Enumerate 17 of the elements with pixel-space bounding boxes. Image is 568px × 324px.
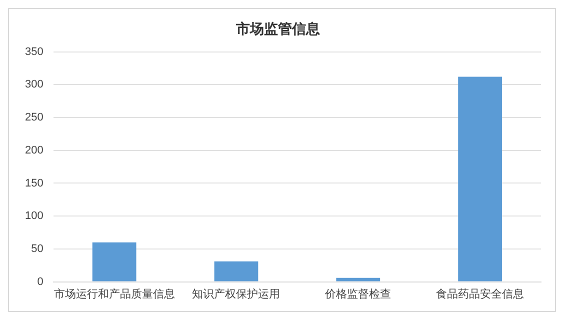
- bar: [214, 261, 258, 282]
- y-tick-label: 0: [37, 276, 44, 288]
- x-tick-label: 食品药品安全信息: [436, 287, 524, 300]
- y-tick-label: 50: [31, 242, 44, 255]
- y-tick-label: 300: [24, 78, 44, 91]
- y-tick-label: 150: [24, 177, 44, 190]
- y-tick-label: 200: [24, 144, 44, 156]
- x-tick-label: 市场运行和产品质量信息: [54, 287, 175, 300]
- chart-title: 市场监管信息: [235, 20, 321, 36]
- x-tick-label: 价格监督检查: [324, 287, 392, 300]
- y-tick-label: 100: [24, 210, 44, 222]
- y-tick-label: 350: [24, 46, 44, 58]
- y-tick-label: 250: [24, 112, 44, 124]
- x-tick-label: 知识产权保护运用: [192, 287, 280, 300]
- bar: [458, 76, 502, 282]
- bar: [336, 278, 380, 282]
- bar: [92, 242, 136, 282]
